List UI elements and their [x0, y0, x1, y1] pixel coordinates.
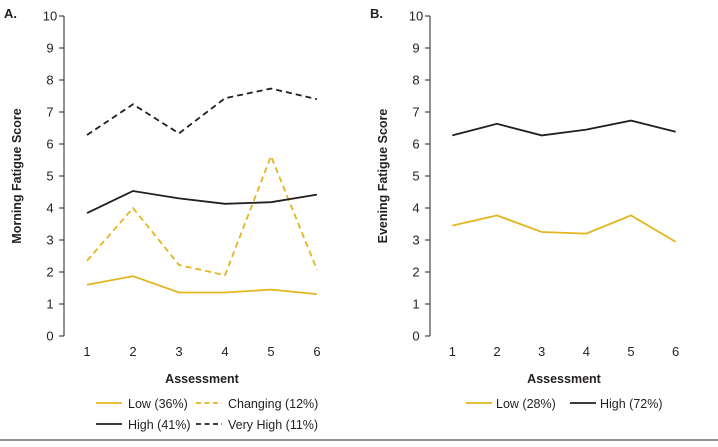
legend-label-changing-12: Changing (12%): [228, 397, 318, 411]
panel-a-x-tick-label: 3: [175, 344, 182, 359]
panel-a-y-tick-label: 2: [46, 265, 53, 280]
panel-b-legend: Low (28%) High (72%): [466, 397, 663, 411]
panel-b-label: B.: [370, 6, 383, 21]
legend-label-high-41: High (41%): [128, 418, 191, 432]
panel-a-x-tick-label: 1: [83, 344, 90, 359]
panel-a-y-tick-label: 5: [46, 169, 53, 184]
panel-b-y-tick-label: 4: [412, 201, 419, 216]
panel-b-x-tick-label: 2: [493, 344, 500, 359]
panel-b-y-tick-label: 0: [412, 329, 419, 344]
legend-label-low-36: Low (36%): [128, 397, 188, 411]
panel-a-series-low-36: [86, 275, 318, 295]
legend-label-very-high-11: Very High (11%): [228, 418, 318, 432]
panel-b-y-tick-label: 1: [412, 297, 419, 312]
panel-b-series-high-72: [452, 119, 676, 137]
panel-b-x-tick-label: 4: [583, 344, 590, 359]
panel-a-y-tick-label: 10: [43, 9, 57, 24]
panel-a-x-axis-title: Assessment: [165, 372, 239, 386]
panel-b-x-tick-label: 5: [627, 344, 634, 359]
panel-b-y-tick-label: 7: [412, 105, 419, 120]
panel-a-series-high-41: [86, 190, 318, 214]
panel-b: B. 0 1 2 3 4 5 6 7 8 9 10 1 2 3 4 5 6 Evening Fatigue Sc…: [370, 6, 679, 411]
panel-a-y-tick-label: 1: [46, 297, 53, 312]
panel-a-y-tick-label: 0: [46, 329, 53, 344]
panel-a-x-tick-label: 6: [313, 344, 320, 359]
panel-a-x-tick-label: 2: [129, 344, 136, 359]
panel-a-series-very-high-11: [86, 87, 318, 136]
legend-label-low-28: Low (28%): [496, 397, 556, 411]
panel-a-y-tick-label: 3: [46, 233, 53, 248]
panel-b-ticks: 0 1 2 3 4 5 6 7 8 9 10 1 2 3 4 5 6: [409, 9, 680, 360]
panel-a-y-tick-label: 8: [46, 73, 53, 88]
panel-b-series-low-28: [452, 214, 677, 243]
panel-b-y-tick-label: 2: [412, 265, 419, 280]
panel-b-x-axis-title: Assessment: [527, 372, 601, 386]
panel-b-y-tick-label: 3: [412, 233, 419, 248]
panel-b-y-tick-label: 6: [412, 137, 419, 152]
panel-a-series-changing-12: [86, 153, 318, 277]
panel-a-x-tick-label: 4: [221, 344, 228, 359]
panel-b-x-tick-label: 6: [672, 344, 679, 359]
panel-a-ticks: 0 1 2 3 4 5 6 7 8 9 10 1 2 3 4 5 6: [43, 9, 321, 360]
panel-a-y-tick-label: 4: [46, 201, 53, 216]
legend-label-high-72: High (72%): [600, 397, 663, 411]
panel-b-series: [452, 119, 677, 243]
panel-b-y-tick-label: 10: [409, 9, 423, 24]
panel-a-y-tick-label: 9: [46, 41, 53, 56]
panel-a-y-axis-title: Morning Fatigue Score: [10, 108, 24, 243]
panel-b-x-tick-label: 3: [538, 344, 545, 359]
panel-a-label: A.: [4, 6, 17, 21]
panel-b-y-tick-label: 8: [412, 73, 419, 88]
panel-b-y-tick-label: 5: [412, 169, 419, 184]
panel-b-y-tick-label: 9: [412, 41, 419, 56]
panel-a-y-tick-label: 6: [46, 137, 53, 152]
panel-b-y-axis-title: Evening Fatigue Score: [376, 109, 390, 244]
panel-a-y-tick-label: 7: [46, 105, 53, 120]
panel-b-x-tick-label: 1: [449, 344, 456, 359]
panel-a-legend: Low (36%) Changing (12%) High (41%) Very…: [96, 397, 318, 432]
panel-a: A. 0 1 2 3 4 5 6 7 8 9 10 1 2 3 4 5 6 Morning Fatigue Sc…: [4, 6, 321, 432]
panel-a-x-tick-label: 5: [267, 344, 274, 359]
panel-a-series: [86, 87, 318, 295]
